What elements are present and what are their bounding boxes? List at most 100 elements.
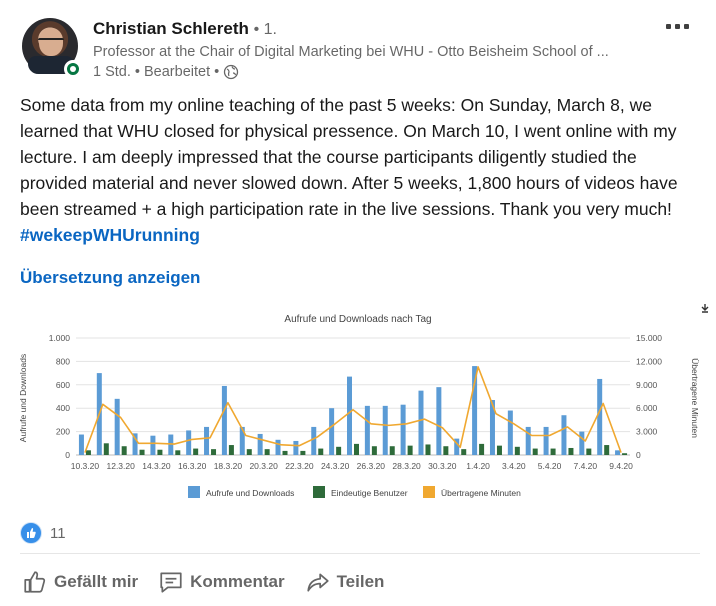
bar-unique-users[interactable]: [264, 449, 270, 455]
x-tick-label: 26.3.20: [357, 461, 386, 471]
bar-unique-users[interactable]: [443, 446, 449, 455]
bar-views[interactable]: [400, 404, 406, 455]
reaction-count: 11: [50, 524, 66, 542]
bar-unique-users[interactable]: [407, 445, 413, 455]
bar-unique-users[interactable]: [425, 444, 431, 455]
bar-views[interactable]: [436, 387, 442, 455]
line-minutes[interactable]: [84, 366, 622, 453]
bar-unique-users[interactable]: [193, 448, 199, 455]
x-tick-label: 9.4.20: [609, 461, 633, 471]
bar-unique-users[interactable]: [121, 446, 127, 455]
bar-unique-users[interactable]: [622, 453, 628, 455]
svg-text:Übertragene Minuten: Übertragene Minuten: [441, 488, 521, 498]
bar-views[interactable]: [186, 430, 192, 455]
share-button[interactable]: Teilen: [297, 563, 393, 601]
bar-views[interactable]: [525, 426, 531, 455]
y-tick-label-left: 600: [56, 380, 70, 390]
bar-views[interactable]: [132, 433, 138, 455]
bar-unique-users[interactable]: [228, 445, 234, 455]
author-name[interactable]: Christian Schlereth: [93, 19, 249, 38]
connection-degree: • 1.: [253, 21, 277, 38]
bar-views[interactable]: [454, 438, 460, 455]
like-reaction-icon: [20, 522, 42, 544]
hashtag-link[interactable]: #wekeepWHUrunning: [20, 225, 200, 245]
bar-unique-users[interactable]: [514, 446, 520, 455]
legend-item[interactable]: Eindeutige Benutzer: [313, 486, 408, 498]
bar-views[interactable]: [239, 426, 245, 455]
bar-views[interactable]: [78, 434, 84, 455]
comment-button[interactable]: Kommentar: [150, 563, 292, 601]
bar-unique-users[interactable]: [246, 449, 252, 455]
bar-unique-users[interactable]: [282, 450, 288, 455]
bar-views[interactable]: [597, 378, 603, 455]
y-tick-label-left: 800: [56, 356, 70, 366]
online-status-icon: [64, 60, 82, 78]
bar-unique-users[interactable]: [532, 448, 538, 455]
show-translation-link[interactable]: Übersetzung anzeigen: [20, 268, 201, 287]
bar-unique-users[interactable]: [103, 443, 109, 455]
bar-views[interactable]: [364, 405, 370, 455]
bar-unique-users[interactable]: [354, 443, 359, 455]
bar-unique-users[interactable]: [586, 448, 592, 455]
bar-views[interactable]: [561, 415, 567, 455]
bar-views[interactable]: [168, 434, 174, 455]
bar-views[interactable]: [615, 450, 621, 455]
bar-unique-users[interactable]: [479, 443, 485, 455]
y-tick-label-right: 0: [636, 450, 641, 460]
y-tick-label-left: 0: [65, 450, 70, 460]
bar-unique-users[interactable]: [157, 449, 163, 455]
bar-views[interactable]: [347, 376, 352, 455]
bar-unique-users[interactable]: [604, 445, 610, 455]
more-options-icon[interactable]: [666, 20, 696, 32]
bar-unique-users[interactable]: [139, 449, 145, 455]
reactions-summary[interactable]: 11: [20, 522, 66, 544]
x-tick-label: 18.3.20: [214, 461, 243, 471]
legend-item[interactable]: Aufrufe und Downloads: [188, 486, 294, 498]
bar-unique-users[interactable]: [461, 449, 467, 455]
y-axis-label-right: Übertragene Minuten: [690, 358, 700, 438]
bar-views[interactable]: [114, 398, 120, 455]
bar-views[interactable]: [543, 426, 549, 455]
bar-unique-users[interactable]: [550, 448, 556, 455]
bar-views[interactable]: [150, 435, 156, 455]
bar-views[interactable]: [418, 390, 424, 455]
x-tick-label: 22.3.20: [285, 461, 314, 471]
bar-views[interactable]: [579, 431, 585, 455]
bar-unique-users[interactable]: [336, 446, 342, 455]
svg-text:Eindeutige Benutzer: Eindeutige Benutzer: [331, 488, 408, 498]
bar-views[interactable]: [257, 433, 263, 455]
x-tick-label: 14.3.20: [142, 461, 171, 471]
bar-views[interactable]: [204, 426, 210, 455]
bar-unique-users[interactable]: [85, 450, 91, 455]
bar-unique-users[interactable]: [371, 446, 377, 455]
bar-views[interactable]: [489, 400, 495, 455]
x-tick-label: 28.3.20: [392, 461, 421, 471]
globe-icon: [224, 64, 239, 80]
bar-views[interactable]: [507, 410, 513, 455]
bar-views[interactable]: [311, 426, 317, 455]
x-tick-label: 3.4.20: [502, 461, 526, 471]
bar-views[interactable]: [329, 408, 335, 455]
bar-views[interactable]: [275, 439, 281, 455]
author-avatar[interactable]: [22, 18, 82, 78]
bar-unique-users[interactable]: [300, 450, 306, 455]
bar-unique-users[interactable]: [496, 445, 502, 455]
legend-item[interactable]: Übertragene Minuten: [423, 486, 521, 498]
download-icon[interactable]: [701, 304, 709, 313]
share-label: Teilen: [336, 572, 385, 591]
bar-views[interactable]: [472, 366, 478, 455]
bar-unique-users[interactable]: [568, 447, 574, 455]
x-tick-label: 1.4.20: [466, 461, 490, 471]
bar-unique-users[interactable]: [211, 449, 217, 455]
like-button[interactable]: Gefällt mir: [14, 563, 146, 601]
post-meta: 1 Std. • Bearbeitet •: [93, 64, 239, 80]
bar-views[interactable]: [221, 385, 227, 455]
post-text-container: Some data from my online teaching of the…: [20, 92, 700, 248]
x-tick-label: 10.3.20: [71, 461, 100, 471]
bar-unique-users[interactable]: [389, 446, 395, 455]
bar-views[interactable]: [382, 405, 388, 455]
bar-unique-users[interactable]: [318, 448, 324, 455]
x-tick-label: 5.4.20: [538, 461, 562, 471]
bar-unique-users[interactable]: [175, 450, 181, 455]
bar-views[interactable]: [293, 440, 299, 455]
